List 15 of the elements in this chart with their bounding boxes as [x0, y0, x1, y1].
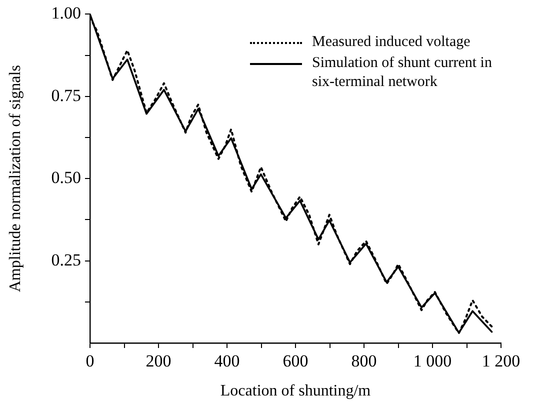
x-tick-label: 1 200 — [482, 352, 520, 371]
x-tick-label: 600 — [282, 352, 308, 371]
y-tick-label: 1.00 — [51, 4, 81, 23]
x-tick-label: 0 — [86, 352, 94, 371]
x-axis-title: Location of shunting/m — [220, 382, 372, 400]
y-tick-label: 0.25 — [51, 250, 81, 270]
legend-label: Simulation of shunt current in six-terminal network — [312, 54, 493, 92]
x-tick-label: 400 — [214, 352, 240, 371]
y-tick-label: 0.75 — [51, 86, 81, 105]
y-tick-label: 0.50 — [51, 168, 81, 188]
x-tick-label: 800 — [351, 352, 377, 371]
legend-label: Measured induced voltage — [312, 33, 472, 52]
y-axis-title: Amplitude normalization of signals — [6, 65, 24, 292]
x-tick-label: 1 000 — [413, 352, 452, 371]
x-tick-label: 200 — [146, 352, 172, 371]
